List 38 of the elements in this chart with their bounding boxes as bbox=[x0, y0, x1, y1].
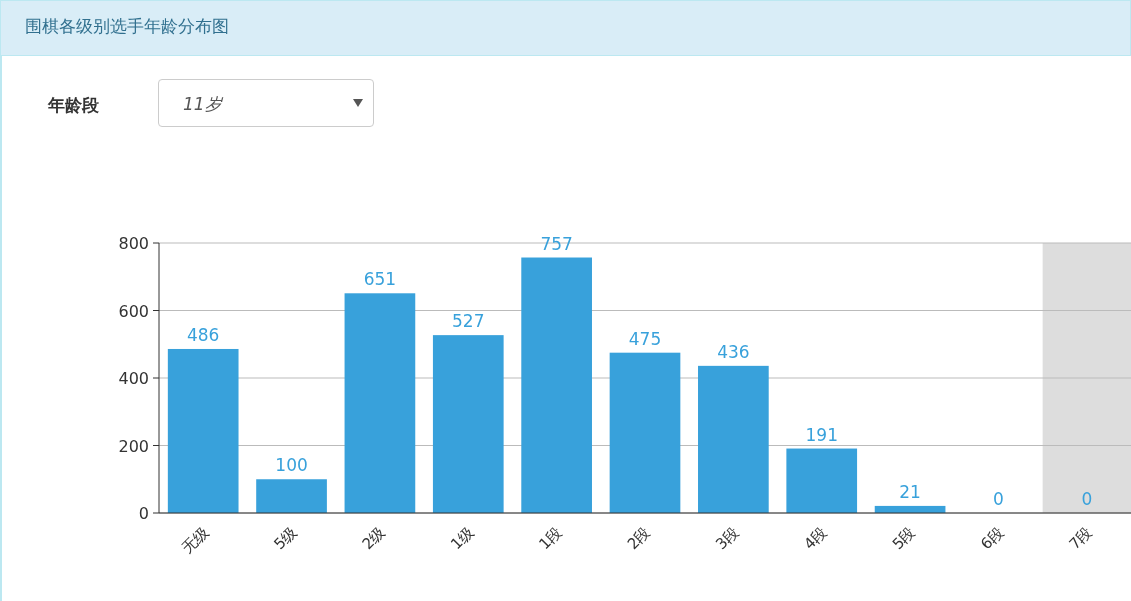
x-tick-label: 7段 bbox=[1065, 523, 1096, 554]
data-label: 0 bbox=[1081, 489, 1093, 509]
bar bbox=[521, 257, 592, 513]
data-label: 651 bbox=[363, 269, 397, 290]
x-tick-label: 2级 bbox=[358, 523, 389, 554]
bar bbox=[344, 293, 416, 513]
y-tick-label: 0 bbox=[138, 504, 149, 523]
y-tick-label: 800 bbox=[118, 234, 149, 253]
bar bbox=[698, 365, 769, 513]
data-label: 21 bbox=[899, 481, 921, 502]
bar bbox=[786, 448, 858, 513]
data-label: 757 bbox=[540, 233, 573, 254]
x-tick-label: 1段 bbox=[535, 523, 566, 554]
data-label: 0 bbox=[993, 489, 1004, 509]
y-tick-label: 600 bbox=[118, 301, 149, 321]
bar bbox=[256, 479, 327, 513]
x-tick-label: 1级 bbox=[447, 523, 478, 554]
bar bbox=[609, 352, 681, 513]
data-label: 486 bbox=[186, 324, 220, 345]
x-tick-label: 3段 bbox=[712, 523, 743, 554]
x-tick-label: 2段 bbox=[623, 523, 654, 554]
x-tick-label: 无级 bbox=[178, 523, 213, 558]
data-label: 100 bbox=[275, 455, 308, 476]
x-tick-label: 5段 bbox=[888, 523, 919, 554]
chart-title: 围棋各级别选手年龄分布图 bbox=[25, 15, 229, 38]
x-tick-label: 6段 bbox=[977, 523, 1008, 554]
x-tick-label: 5级 bbox=[270, 523, 301, 554]
bar bbox=[432, 335, 504, 513]
text: 年龄段 bbox=[48, 94, 99, 117]
data-label: 527 bbox=[452, 311, 485, 332]
y-tick-label: 200 bbox=[118, 436, 149, 456]
y-tick-label: 400 bbox=[118, 369, 149, 388]
x-tick-label: 4段 bbox=[800, 523, 831, 554]
data-label: 191 bbox=[805, 424, 838, 445]
text: 11岁 bbox=[183, 93, 222, 116]
data-label: 436 bbox=[717, 341, 750, 362]
data-label: 475 bbox=[628, 328, 662, 349]
bar bbox=[167, 348, 239, 513]
